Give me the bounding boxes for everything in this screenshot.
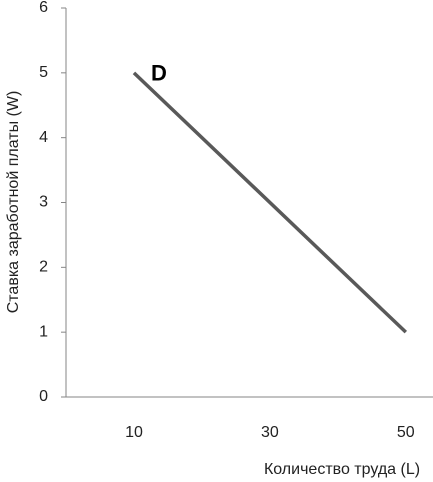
y-tick-label: 3: [39, 194, 48, 211]
y-tick-label: 2: [39, 259, 48, 276]
line: [132, 71, 408, 334]
y-tick-label: 6: [39, 0, 48, 16]
y-axis-label: Ставка заработной платы (W): [5, 91, 22, 314]
x-tick-label: 50: [397, 424, 415, 441]
y-tick-label: 1: [39, 323, 48, 340]
y-tick-label: 5: [39, 64, 48, 81]
x-tick-label: 30: [261, 424, 279, 441]
y-tick-label: 0: [39, 388, 48, 405]
y-tick-label: 4: [39, 129, 48, 146]
annotation: D: [151, 61, 167, 86]
x-axis-label: Количество труда (L): [264, 461, 420, 478]
x-tick-label: 10: [125, 424, 143, 441]
